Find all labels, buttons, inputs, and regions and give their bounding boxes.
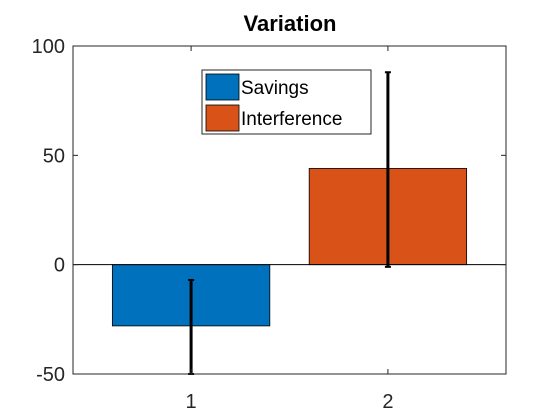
legend-swatch	[205, 73, 240, 101]
y-tick-label: 100	[32, 36, 65, 58]
error-bar-2	[384, 71, 391, 268]
x-tick-label: 1	[186, 391, 197, 413]
legend: Savings Interference	[201, 69, 372, 135]
y-tick-label: 50	[43, 145, 65, 167]
legend-label: Interference	[241, 109, 342, 130]
axes-frame	[72, 45, 507, 375]
legend-swatch	[205, 104, 240, 132]
x-tick-label: 2	[382, 391, 393, 413]
chart-title: Variation	[244, 11, 337, 36]
legend-label: Savings	[241, 78, 309, 99]
y-tick-label: -50	[36, 364, 65, 386]
y-tick-label: 0	[54, 255, 65, 277]
